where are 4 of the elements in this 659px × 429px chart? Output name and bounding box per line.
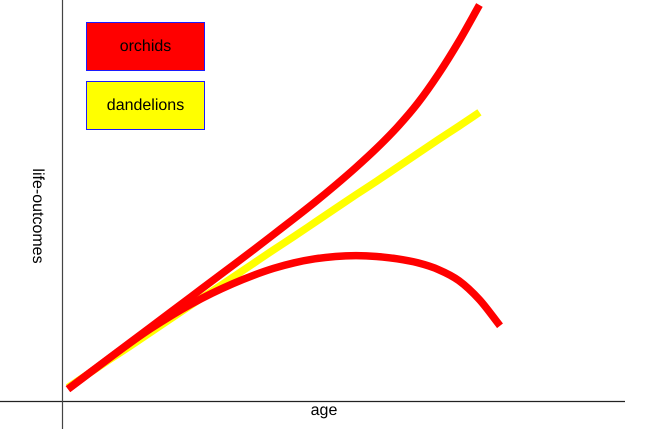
text: orchids	[86, 22, 205, 71]
y-axis-title: life-outcomes	[28, 168, 46, 264]
x-axis-title: age	[310, 402, 338, 420]
text: dandelions	[86, 81, 205, 130]
